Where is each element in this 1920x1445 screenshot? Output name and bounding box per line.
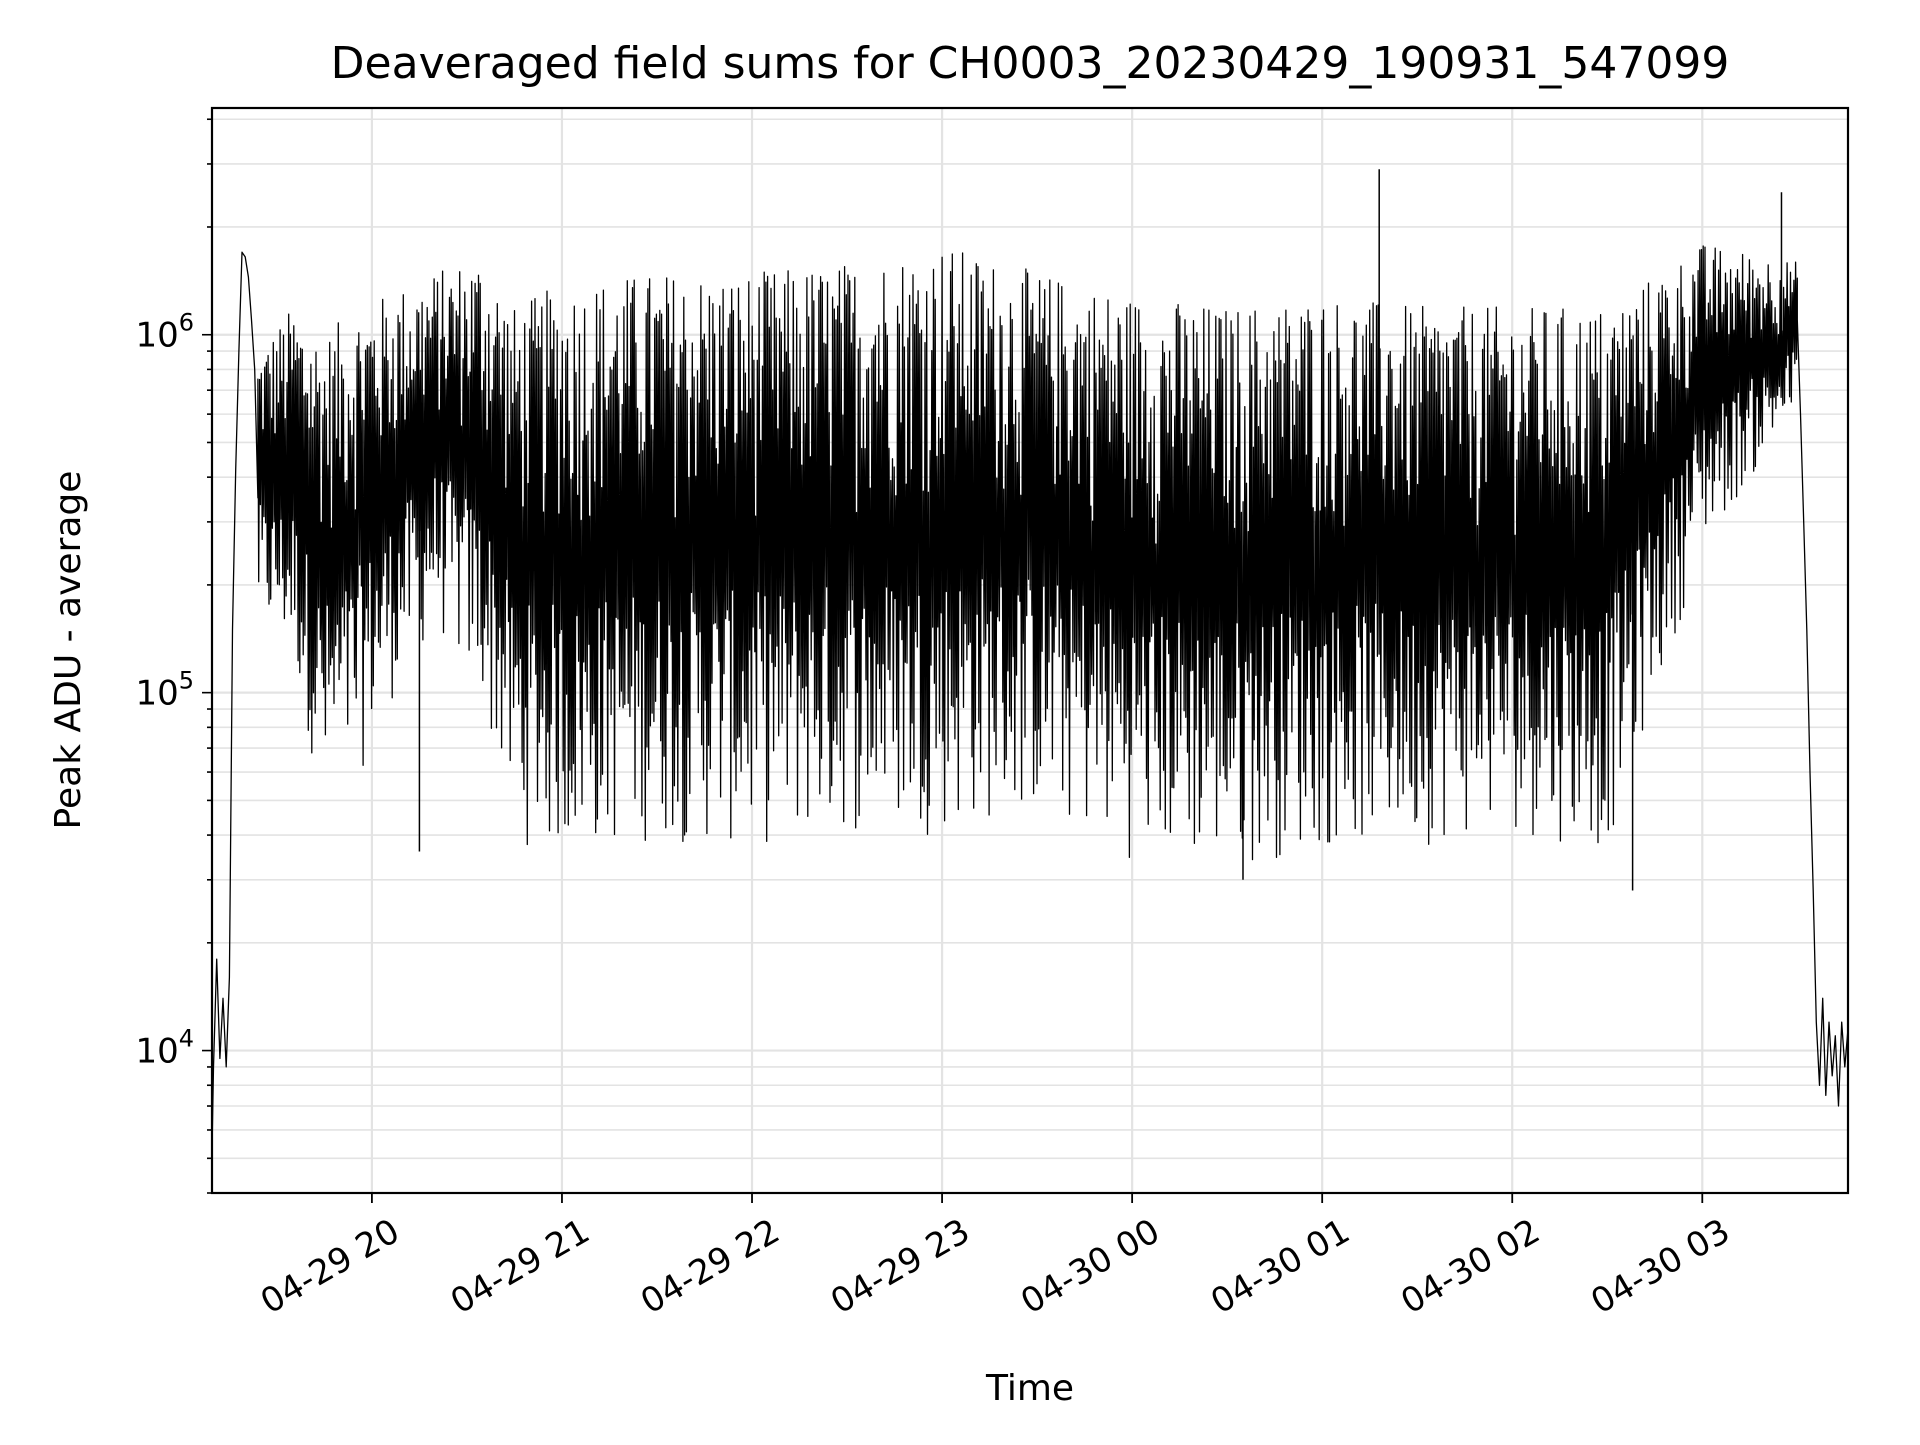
y-tick-label: 105 [135,667,194,714]
y-axis-label: Peak ADU - average [48,471,89,830]
series-line [211,245,1849,1153]
y-tick-label: 106 [135,309,194,356]
x-axis-label: Time [985,1368,1074,1409]
y-tick-exponent: 6 [179,309,194,337]
plot-frame [210,106,1850,1195]
y-tick-exponent: 5 [179,667,194,695]
y-tick-label: 104 [135,1025,194,1072]
y-tick-base: 10 [135,674,178,714]
y-tick-exponent: 4 [179,1025,194,1053]
series-layer [211,169,1849,1153]
chart-title: Deaveraged field sums for CH0003_2023042… [331,38,1730,89]
y-tick-base: 10 [135,316,178,356]
y-tick-base: 10 [135,1032,178,1072]
